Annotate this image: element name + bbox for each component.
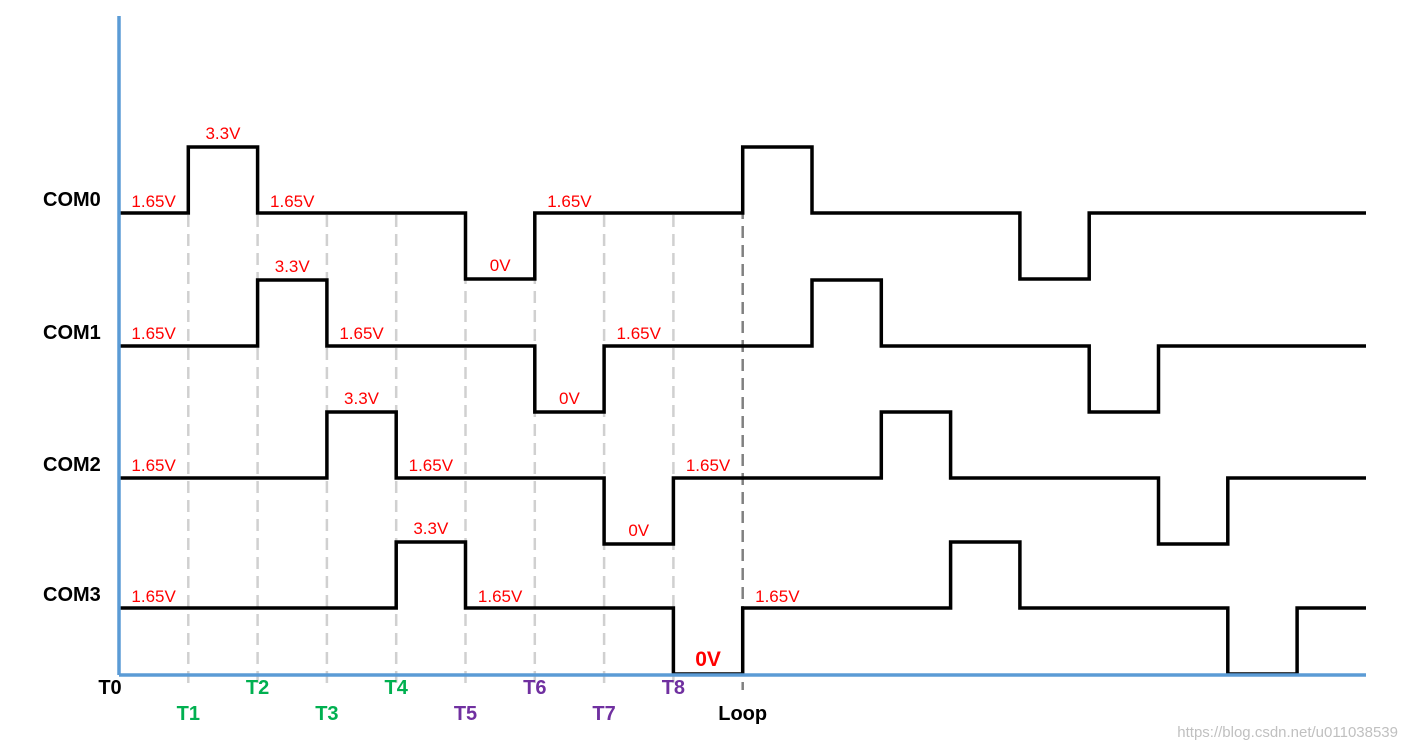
time-label-t7: T7: [592, 703, 615, 725]
voltage-label: 1.65V: [131, 324, 176, 343]
channel-label-com2: COM2: [43, 454, 101, 476]
waveform-com0: [119, 145, 1366, 281]
channel-labels: COM0 COM1 COM2 COM3: [43, 189, 101, 606]
voltage-label: 1.65V: [617, 324, 662, 343]
time-label-loop: Loop: [718, 703, 767, 725]
voltage-label: 3.3V: [205, 124, 241, 143]
time-label-t4: T4: [385, 677, 409, 699]
channel-label-com1: COM1: [43, 322, 101, 344]
time-label-t1: T1: [177, 703, 200, 725]
watermark: https://blog.csdn.net/u011038539: [1177, 724, 1398, 741]
voltage-labels: 1.65V 3.3V 1.65V 0V 1.65V 1.65V 3.3V 1.65V 0V 1.6…: [131, 124, 800, 671]
voltage-label: 1.65V: [478, 587, 523, 606]
voltage-label: 1.65V: [686, 456, 731, 475]
time-label-t5: T5: [454, 703, 477, 725]
waveform-com1: [119, 278, 1366, 414]
time-labels: T0 T1 T2 T3 T4 T5 T6 T7 T8 Loop: [98, 677, 767, 725]
voltage-label: 0V: [490, 256, 511, 275]
waveform-com2: [119, 410, 1366, 546]
voltage-label: 1.65V: [131, 192, 176, 211]
voltage-label: 1.65V: [409, 456, 454, 475]
time-label-t0: T0: [98, 677, 121, 699]
voltage-label: 1.65V: [270, 192, 315, 211]
voltage-label: 1.65V: [755, 587, 800, 606]
voltage-label: 1.65V: [547, 192, 592, 211]
voltage-label: 0V: [695, 648, 721, 671]
voltage-label: 1.65V: [339, 324, 384, 343]
voltage-label: 0V: [628, 521, 649, 540]
voltage-label: 3.3V: [344, 389, 380, 408]
voltage-label: 1.65V: [131, 456, 176, 475]
waveforms: [119, 145, 1366, 676]
time-label-t6: T6: [523, 677, 546, 699]
voltage-label: 3.3V: [413, 519, 449, 538]
axes: [117, 16, 1366, 677]
waveform-com3: [119, 540, 1366, 676]
voltage-label: 0V: [559, 389, 580, 408]
time-label-t3: T3: [315, 703, 338, 725]
time-label-t2: T2: [246, 677, 269, 699]
voltage-label: 1.65V: [131, 587, 176, 606]
time-label-t8: T8: [662, 677, 685, 699]
channel-label-com0: COM0: [43, 189, 101, 211]
channel-label-com3: COM3: [43, 584, 101, 606]
voltage-label: 3.3V: [275, 257, 311, 276]
